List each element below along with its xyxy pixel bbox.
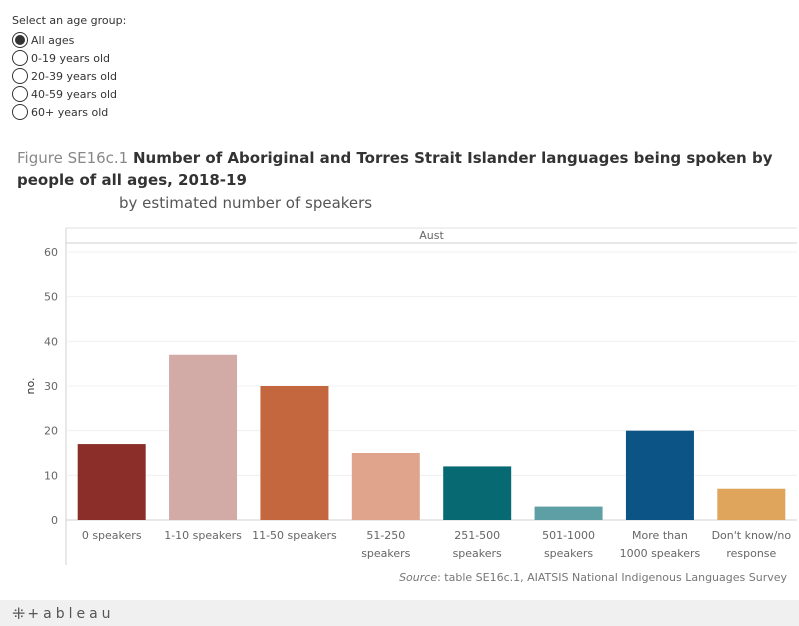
bar-chart: Aust 0 10 20 30 40 50 60 no. 0 speakers 1-10 speak… bbox=[24, 227, 797, 565]
x-category-label: 51-250 bbox=[366, 529, 405, 542]
age-option[interactable]: 20-39 years old bbox=[12, 67, 126, 85]
x-category-label: 11-50 speakers bbox=[252, 529, 337, 542]
x-category-label: speakers bbox=[453, 547, 502, 560]
age-option[interactable]: 60+ years old bbox=[12, 103, 126, 121]
x-category-label: 1000 speakers bbox=[620, 547, 701, 560]
bar bbox=[717, 488, 786, 520]
age-option[interactable]: 40-59 years old bbox=[12, 85, 126, 103]
age-option-label: 0-19 years old bbox=[31, 51, 110, 65]
filter-title: Select an age group: bbox=[12, 14, 127, 27]
panel-label: Aust bbox=[419, 229, 444, 242]
y-tick-label: 20 bbox=[44, 425, 58, 438]
tableau-footer: ⁜ +ableau bbox=[0, 600, 799, 626]
y-tick-label: 50 bbox=[44, 291, 58, 304]
figure-subtitle: by estimated number of speakers bbox=[119, 194, 373, 212]
age-group-filter: Select an age group: All ages 0-19 years … bbox=[12, 14, 126, 121]
bar bbox=[534, 506, 603, 520]
radio-button[interactable] bbox=[12, 32, 28, 48]
bar bbox=[625, 430, 694, 520]
radio-button[interactable] bbox=[12, 86, 28, 102]
radio-button[interactable] bbox=[12, 68, 28, 84]
source-note: Source: table SE16c.1, AIATSIS National … bbox=[399, 571, 787, 584]
tableau-plus-icon: ⁜ bbox=[12, 604, 26, 623]
bar bbox=[169, 354, 238, 520]
tableau-brand-text: +ableau bbox=[27, 605, 115, 622]
bar bbox=[443, 466, 512, 520]
y-axis-label: no. bbox=[24, 377, 37, 394]
figure-prefix: Figure SE16c.1 bbox=[17, 149, 129, 167]
radio-button[interactable] bbox=[12, 104, 28, 120]
bar bbox=[260, 386, 329, 520]
age-option-label: 60+ years old bbox=[31, 105, 109, 119]
y-tick-label: 30 bbox=[44, 380, 58, 393]
x-category-label: 0 speakers bbox=[82, 529, 142, 542]
bar bbox=[77, 444, 146, 520]
x-category-label: speakers bbox=[361, 547, 410, 560]
bar bbox=[351, 453, 420, 520]
figure-main-title: Number of Aboriginal and Torres Strait I… bbox=[17, 149, 773, 189]
radio-list: All ages 0-19 years old 20-39 years old 40-… bbox=[12, 31, 126, 121]
tableau-logo[interactable]: ⁜ +ableau bbox=[12, 604, 115, 623]
x-category-label: 501-1000 bbox=[542, 529, 595, 542]
x-category-label: More than bbox=[632, 529, 688, 542]
source-label: Source bbox=[399, 571, 438, 584]
x-category-label: speakers bbox=[544, 547, 593, 560]
x-category-label: 1-10 speakers bbox=[164, 529, 242, 542]
x-category-label: response bbox=[726, 547, 776, 560]
age-option-label: All ages bbox=[31, 33, 75, 47]
age-option[interactable]: All ages bbox=[12, 31, 126, 49]
radio-button[interactable] bbox=[12, 50, 28, 66]
figure-title: Figure SE16c.1 Number of Aboriginal and … bbox=[17, 147, 787, 191]
age-option[interactable]: 0-19 years old bbox=[12, 49, 126, 67]
age-option-label: 20-39 years old bbox=[31, 69, 117, 83]
y-tick-label: 10 bbox=[44, 469, 58, 482]
y-tick-label: 0 bbox=[51, 514, 58, 527]
y-tick-label: 40 bbox=[44, 335, 58, 348]
y-tick-label: 60 bbox=[44, 246, 58, 259]
x-category-label: Don't know/no bbox=[712, 529, 792, 542]
age-option-label: 40-59 years old bbox=[31, 87, 117, 101]
source-text: : table SE16c.1, AIATSIS National Indige… bbox=[437, 571, 787, 584]
x-category-label: 251-500 bbox=[454, 529, 500, 542]
